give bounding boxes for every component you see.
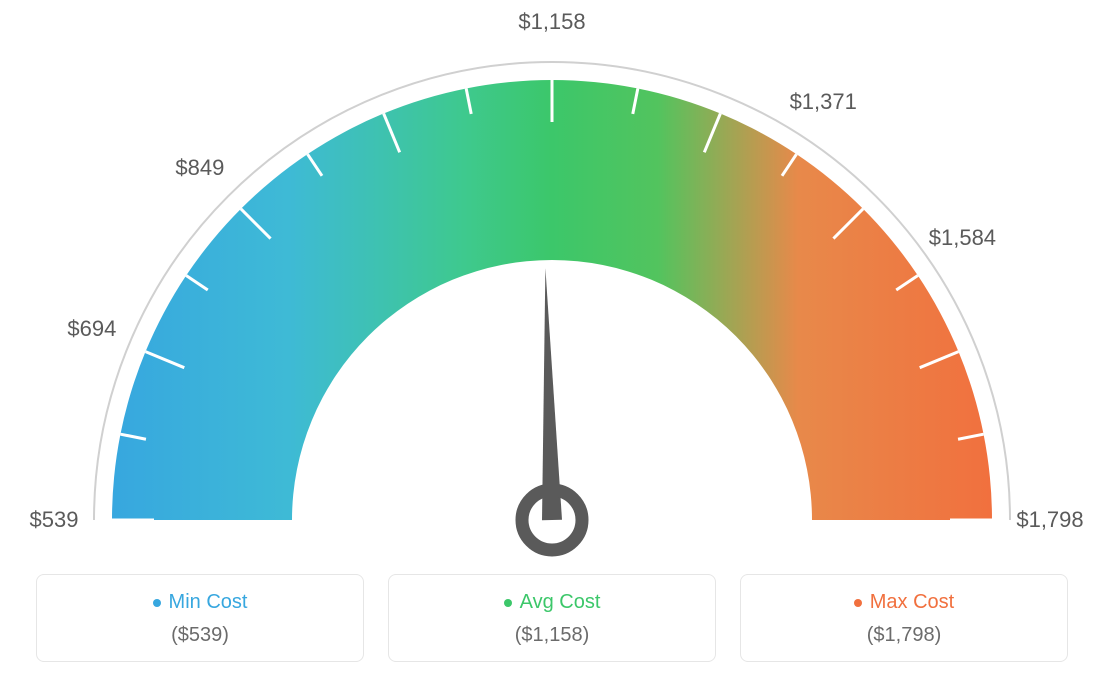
- legend-dot-icon: [854, 599, 862, 607]
- gauge-tick-label: $849: [175, 155, 224, 181]
- gauge-area: $539 $694 $849 $1,158 $1,371 $1,584 $1,798: [0, 0, 1104, 560]
- legend-value: ($1,798): [741, 624, 1067, 647]
- gauge-tick-label: $1,371: [790, 89, 857, 115]
- legend-label: Max Cost: [854, 591, 954, 614]
- gauge-svg: [0, 0, 1104, 560]
- legend-value: ($539): [37, 624, 363, 647]
- legend-card-min: Min Cost ($539): [36, 574, 364, 662]
- legend-label-text: Max Cost: [870, 591, 954, 614]
- gauge-needle: [542, 268, 562, 520]
- gauge-tick-label: $1,798: [1016, 507, 1083, 533]
- legend-card-max: Max Cost ($1,798): [740, 574, 1068, 662]
- gauge-tick-label: $539: [30, 507, 79, 533]
- gauge-tick-label: $694: [67, 316, 116, 342]
- gauge-tick-label: $1,158: [518, 9, 585, 35]
- legend-label-text: Min Cost: [169, 591, 248, 614]
- legend-card-avg: Avg Cost ($1,158): [388, 574, 716, 662]
- legend-row: Min Cost ($539) Avg Cost ($1,158) Max Cost ($…: [0, 574, 1104, 662]
- legend-dot-icon: [504, 599, 512, 607]
- legend-label-text: Avg Cost: [520, 591, 601, 614]
- legend-value: ($1,158): [389, 624, 715, 647]
- cost-gauge-container: $539 $694 $849 $1,158 $1,371 $1,584 $1,798 Min…: [0, 0, 1104, 690]
- legend-dot-icon: [153, 599, 161, 607]
- legend-label: Avg Cost: [504, 591, 601, 614]
- legend-label: Min Cost: [153, 591, 248, 614]
- gauge-tick-label: $1,584: [929, 225, 996, 251]
